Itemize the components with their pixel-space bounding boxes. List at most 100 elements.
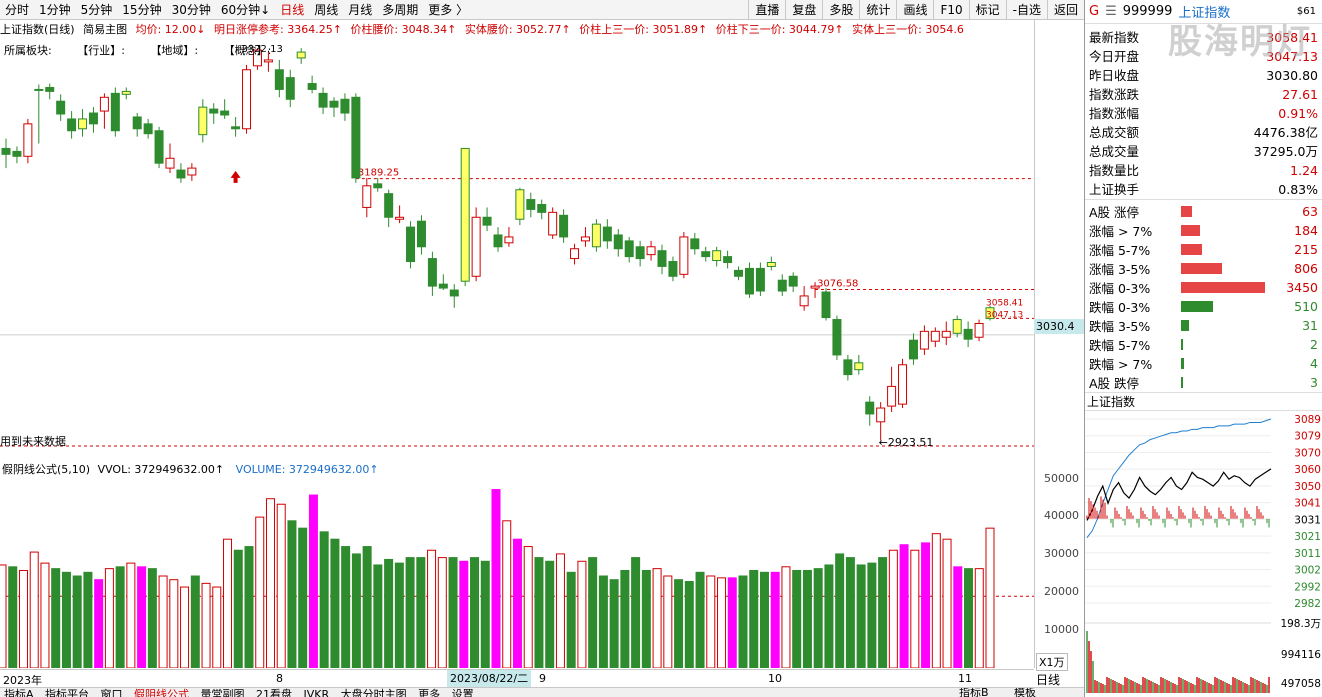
index-title: 上证指数 — [1178, 6, 1231, 21]
volume-bar — [83, 571, 93, 668]
mini-axis-label: 3089 — [1294, 414, 1321, 426]
candle-body — [876, 407, 886, 423]
x-label-year: 2023年 — [3, 674, 42, 687]
tab-weekly[interactable]: 周线 — [314, 2, 339, 17]
mini-vol-axis-label: 994116 — [1281, 649, 1321, 661]
volume-bar — [813, 568, 823, 668]
mini-axis-label: 2992 — [1294, 581, 1321, 593]
multi-stock-button[interactable]: 多股 — [822, 0, 859, 20]
candlestick-chart[interactable]: 3189.25 3076.58 3322.13 ←2923.51 3058.41 3047… — [0, 40, 1034, 456]
main-chart-selector[interactable]: 简易主图 — [83, 23, 128, 36]
stats-button[interactable]: 统计 — [859, 0, 896, 20]
dist-row: 跌幅 > 7% 4 — [1089, 354, 1318, 373]
volume-bar — [265, 498, 275, 668]
vol-axis-40000: 40000 — [1044, 509, 1079, 522]
tab-30min[interactable]: 30分钟 — [171, 2, 211, 17]
candle-body — [952, 319, 962, 334]
volume-chart[interactable] — [0, 478, 1034, 668]
tab-volume-sub[interactable]: 量堂副图 — [200, 688, 245, 697]
volume-bar — [974, 568, 984, 668]
candle — [132, 113, 142, 137]
tab-more[interactable]: 更多 〉 — [428, 2, 469, 17]
live-button[interactable]: 直播 — [748, 0, 785, 20]
tab-5min[interactable]: 5分钟 — [80, 2, 113, 17]
dist-label: 涨幅 3-5% — [1089, 262, 1151, 277]
candle — [340, 93, 350, 121]
dist-bar — [1181, 377, 1184, 388]
tab-monthly[interactable]: 月线 — [348, 2, 373, 17]
candle — [307, 75, 317, 94]
volume-bar — [545, 560, 555, 668]
volume-indicator-title[interactable]: 假阴线公式(5,10) — [2, 463, 91, 476]
dist-label: 涨幅 0-3% — [1089, 281, 1151, 296]
candle — [384, 189, 394, 228]
dist-bar — [1181, 244, 1202, 255]
candle-body — [427, 258, 437, 287]
quote-row: 总成交量 37295.0万 — [1089, 142, 1318, 161]
quote-row: 今日开盘 3047.13 — [1089, 47, 1318, 66]
candle-body — [34, 88, 44, 91]
volume-bar — [351, 553, 361, 668]
tab-jvkr[interactable]: JVKR — [303, 688, 330, 697]
review-button[interactable]: 复盘 — [785, 0, 822, 20]
candle-body — [504, 236, 514, 244]
candle-body — [690, 238, 700, 250]
tab-fake-yin[interactable]: 假阴线公式 — [134, 688, 190, 697]
quote-label: 总成交额 — [1089, 125, 1140, 140]
tab-multi-period[interactable]: 多周期 — [382, 2, 419, 17]
candle — [1, 138, 11, 169]
tab-settings[interactable]: 设置 — [451, 688, 474, 697]
tab-fenshi[interactable]: 分时 — [5, 2, 30, 17]
candle-body — [438, 283, 448, 289]
volume-bar — [824, 564, 834, 668]
candle-body — [176, 169, 186, 179]
candle — [701, 246, 711, 262]
tab-more-bottom[interactable]: 更多 — [418, 688, 441, 697]
candle-body — [843, 359, 853, 376]
tab-1min[interactable]: 1分钟 — [39, 2, 71, 17]
volume-bar — [512, 538, 522, 668]
tab-indicator-b[interactable]: 指标B — [959, 687, 989, 697]
mark-button[interactable]: 标记 — [968, 0, 1006, 20]
volume-bar — [223, 538, 233, 668]
candle-body — [832, 319, 842, 356]
concept-label: 【概念】: — [223, 44, 272, 57]
vol-axis-20000: 20000 — [1044, 585, 1079, 598]
toolbar-right-group: 直播 复盘 多股 统计 画线 F10 标记 -自选 返回 — [748, 0, 1084, 20]
candle — [351, 93, 361, 183]
dist-row: 涨幅 5-7% 215 — [1089, 240, 1318, 259]
dist-bar-track — [1177, 297, 1274, 316]
period-indicator: 日线 — [1036, 673, 1061, 687]
candle-body — [755, 267, 765, 292]
tab-15min[interactable]: 15分钟 — [122, 2, 162, 17]
draw-line-button[interactable]: 画线 — [896, 0, 933, 20]
volume-bar — [663, 575, 673, 668]
panel-header: G ☰ 999999 上证指数 $61 — [1085, 0, 1322, 24]
tab-21-kanpan[interactable]: 21看盘 — [256, 688, 293, 697]
tab-daily[interactable]: 日线 — [280, 2, 305, 17]
dist-row: 涨幅 0-3% 3450 — [1089, 278, 1318, 297]
volume-bar — [480, 560, 490, 668]
candle — [788, 272, 798, 293]
mini-axis-label: 3070 — [1294, 447, 1321, 459]
dist-row: A股 跌停 3 — [1089, 373, 1318, 392]
g-icon[interactable]: G — [1089, 4, 1100, 19]
dist-bar-track — [1177, 354, 1274, 373]
tab-60min[interactable]: 60分钟↓ — [220, 2, 271, 17]
candle — [198, 99, 208, 143]
candle — [635, 240, 645, 267]
tab-indicator-a[interactable]: 指标A — [4, 688, 34, 697]
intraday-mini-chart[interactable]: 3089 3079 3070 3060 3050 3041 3031 3021 3011 3002… — [1085, 413, 1322, 697]
menu-icon[interactable]: ☰ — [1105, 4, 1117, 19]
remove-watchlist-button[interactable]: -自选 — [1005, 0, 1047, 20]
date-axis: 2023年 8 9 10 11 2023/08/22/二 — [0, 669, 1034, 688]
f10-button[interactable]: F10 — [933, 0, 968, 20]
tab-template[interactable]: 模板 — [1014, 687, 1036, 697]
tab-market-intraday[interactable]: 大盘分时主图 — [340, 688, 407, 697]
candle-body — [810, 285, 820, 289]
tab-indicator-platform[interactable]: 指标平台 — [45, 688, 90, 697]
candle-body — [701, 251, 711, 258]
back-button[interactable]: 返回 — [1046, 0, 1084, 20]
tab-window[interactable]: 窗口 — [100, 688, 123, 697]
candle-body — [548, 211, 558, 236]
